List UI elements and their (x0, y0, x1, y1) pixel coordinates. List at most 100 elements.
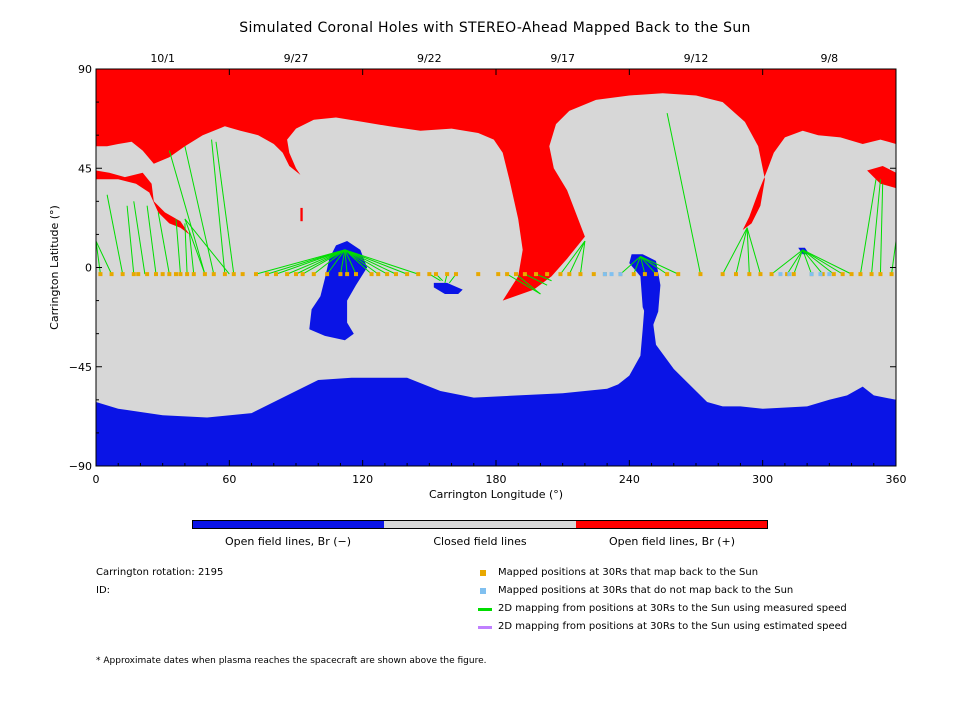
mapped-position-marker (869, 272, 874, 277)
mapped-position-marker (505, 272, 510, 277)
field-line-mapping (871, 179, 881, 275)
positive-open-region (96, 69, 896, 301)
field-line-mapping (802, 249, 835, 275)
field-line-mapping (640, 256, 679, 275)
field-line-mapping (802, 249, 852, 275)
mapped-position-marker (416, 272, 421, 277)
mapped-position-marker (136, 272, 141, 277)
field-line-mapping (184, 218, 206, 275)
mapped-position-marker (345, 272, 350, 277)
field-line-mapping (215, 141, 235, 275)
mapped-position-marker (191, 272, 196, 277)
field-line-mapping (96, 240, 101, 275)
field-line-mapping (633, 256, 641, 275)
y-tick-label: 0 (85, 262, 92, 275)
colorbar-closed (384, 520, 576, 529)
field-line-mapping (184, 146, 215, 275)
legend-label: Mapped positions at 30Rs that map back t… (498, 567, 759, 578)
mapped-position-marker (665, 272, 670, 277)
field-line-mapping (146, 205, 157, 275)
mapped-position-marker (631, 272, 636, 277)
field-line-mapping (344, 249, 379, 275)
field-line-mapping (802, 249, 813, 275)
carrington-rotation-text: Carrington rotation: 2195 (96, 567, 224, 578)
field-line-mapping (620, 256, 641, 275)
legend-square-orange (480, 570, 486, 576)
legend-square-lightblue (480, 588, 486, 594)
field-line-mapping (126, 205, 135, 275)
field-line-mapping (175, 218, 181, 275)
y-tick-label: 45 (78, 162, 92, 175)
mapped-position-marker (154, 272, 158, 277)
mapped-position-marker (145, 272, 150, 277)
field-line-mapping (344, 249, 397, 275)
field-line-mapping (168, 150, 206, 275)
field-line-mapping (515, 273, 541, 295)
positive-open-region (300, 207, 303, 222)
top-date-label: 9/17 (550, 52, 575, 65)
field-line-mapping (344, 249, 357, 275)
x-tick-label: 300 (752, 473, 773, 486)
mapped-position-marker (534, 272, 538, 277)
mapped-position-marker (185, 272, 190, 277)
positive-open-region (96, 170, 190, 235)
chart-title: Simulated Coronal Holes with STEREO-Ahea… (239, 20, 751, 36)
mapped-position-marker (98, 272, 103, 277)
y-tick-label: −90 (69, 460, 92, 473)
field-line-mapping (579, 240, 586, 275)
y-tick-label: 90 (78, 63, 92, 76)
field-line-mapping (326, 249, 346, 275)
field-line-mapping (344, 249, 419, 275)
mapped-position-marker (676, 272, 681, 277)
mapped-position-marker (120, 272, 125, 277)
mapped-position-marker (338, 272, 343, 277)
mapped-position-marker (734, 272, 738, 277)
mapped-position-marker (698, 272, 703, 277)
mapped-position-marker (254, 272, 258, 277)
legend-label: 2D mapping from positions at 30Rs to the… (498, 621, 848, 632)
field-line-mapping (286, 249, 346, 275)
mapped-position-marker (265, 272, 270, 277)
x-tick-label: 0 (93, 473, 100, 486)
mapped-position-marker (769, 272, 774, 277)
field-line-mapping (188, 232, 195, 275)
field-line-mapping (802, 249, 843, 275)
mapped-position-marker (878, 272, 883, 277)
colorbar-label-closed: Closed field lines (433, 535, 527, 548)
field-line-mapping (771, 249, 803, 275)
mapped-position-marker (791, 272, 796, 277)
field-line-mapping (96, 240, 113, 275)
legend-line-purple (478, 626, 492, 629)
field-line-mapping (211, 139, 226, 275)
mapped-position-marker (858, 272, 863, 277)
field-line-mapping (735, 227, 748, 275)
x-tick-label: 120 (352, 473, 373, 486)
mapped-position-marker (178, 272, 183, 277)
unmapped-position-marker (787, 272, 792, 277)
unmapped-position-marker (809, 272, 814, 277)
field-line-mapping (786, 249, 804, 275)
field-line-mapping (295, 249, 346, 275)
field-line-mapping (275, 249, 346, 275)
positive-open-region (867, 166, 896, 189)
mapped-position-marker (109, 272, 114, 277)
mapped-position-marker (654, 272, 658, 277)
top-date-label: 9/12 (684, 52, 709, 65)
field-line-mapping (184, 223, 188, 275)
unmapped-position-marker (827, 272, 832, 277)
colorbar-label-negative: Open field lines, Br (−) (224, 535, 352, 548)
id-text: ID: (96, 585, 111, 596)
legend-line-green (478, 608, 492, 611)
unmapped-position-marker (818, 272, 823, 277)
mapped-position-marker (720, 272, 725, 277)
mapped-position-marker (369, 272, 374, 277)
field-line-mapping (344, 249, 348, 275)
field-line-mapping (640, 256, 668, 275)
field-line-mapping (313, 249, 346, 275)
mapped-position-marker (476, 272, 481, 277)
mapped-position-marker (496, 272, 501, 277)
mapped-position-marker (160, 272, 165, 277)
legend-label: Mapped positions at 30Rs that do not map… (498, 585, 794, 596)
mapped-position-marker (131, 272, 136, 277)
mapped-position-marker (840, 272, 845, 277)
